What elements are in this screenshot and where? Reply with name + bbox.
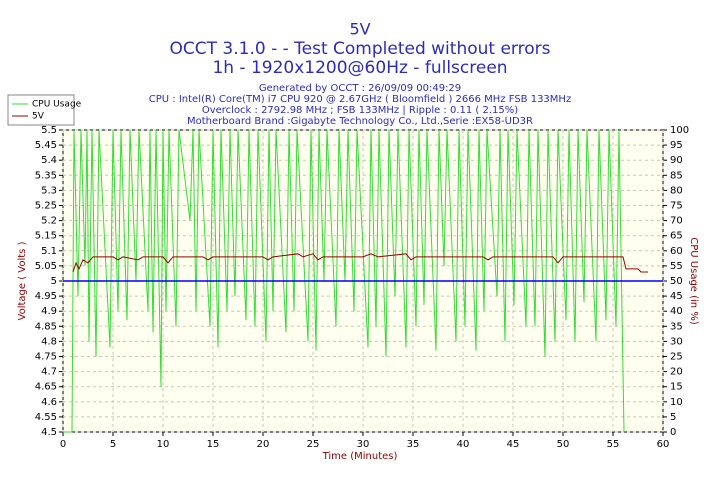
legend-box <box>7 94 75 126</box>
y2-tick-label: 80 <box>670 185 683 196</box>
y2-tick-label: 0 <box>670 427 676 438</box>
y2-tick-label: 30 <box>670 336 683 347</box>
x-tick-label: 5 <box>110 439 116 450</box>
legend-label: 5V <box>32 112 45 122</box>
y-tick-label: 5.15 <box>35 231 57 242</box>
y2-tick-label: 50 <box>670 276 683 287</box>
x-tick-label: 10 <box>157 439 170 450</box>
y2-tick-label: 10 <box>670 397 683 408</box>
y-tick-label: 4.85 <box>35 321 57 332</box>
x-tick-label: 30 <box>357 439 370 450</box>
y-tick-label: 4.55 <box>35 412 57 423</box>
y-tick-label: 5 <box>51 276 57 287</box>
x-tick-label: 40 <box>457 439 470 450</box>
y-tick-label: 4.9 <box>41 306 57 317</box>
y-axis-label: Voltage ( Volts ) <box>17 241 28 320</box>
y-tick-label: 4.6 <box>41 397 57 408</box>
info-line: Generated by OCCT : 26/09/09 00:49:29 <box>259 83 461 94</box>
y-tick-label: 5.45 <box>35 140 57 151</box>
x-tick-label: 55 <box>607 439 620 450</box>
info-line: Motherboard Brand :Gigabyte Technology C… <box>187 116 533 127</box>
y-tick-label: 5.4 <box>41 155 57 166</box>
y-tick-label: 4.75 <box>35 352 57 363</box>
x-tick-label: 0 <box>60 439 66 450</box>
y-tick-label: 5.25 <box>35 201 57 212</box>
y2-tick-label: 100 <box>670 125 689 136</box>
y-tick-label: 5.5 <box>41 125 57 136</box>
y2-tick-label: 65 <box>670 231 683 242</box>
y2-tick-label: 90 <box>670 155 683 166</box>
chart-subtitle: OCCT 3.1.0 - - Test Completed without er… <box>170 39 551 59</box>
info-line: CPU : Intel(R) Core(TM) i7 CPU 920 @ 2.6… <box>149 94 571 105</box>
y2-tick-label: 5 <box>670 412 676 423</box>
y-tick-label: 5.35 <box>35 170 57 181</box>
data-line <box>72 253 648 273</box>
x-tick-label: 15 <box>207 439 220 450</box>
chart-title: 5V <box>349 20 370 39</box>
y-tick-label: 5.3 <box>41 185 57 196</box>
y-tick-label: 4.95 <box>35 291 57 302</box>
chart-subtitle: 1h - 1920x1200@60Hz - fullscreen <box>212 58 507 78</box>
data-line <box>63 129 625 433</box>
y2-tick-label: 20 <box>670 367 683 378</box>
x-tick-label: 20 <box>257 439 270 450</box>
x-tick-label: 45 <box>507 439 520 450</box>
y2-tick-label: 70 <box>670 216 683 227</box>
y2-tick-label: 25 <box>670 352 683 363</box>
x-tick-label: 60 <box>657 439 670 450</box>
y-tick-label: 4.8 <box>41 336 57 347</box>
y2-tick-label: 95 <box>670 140 683 151</box>
y-tick-label: 5.05 <box>35 261 57 272</box>
x-tick-label: 50 <box>557 439 570 450</box>
y-tick-label: 5.2 <box>41 216 57 227</box>
y2-tick-label: 75 <box>670 201 683 212</box>
y2-tick-label: 15 <box>670 382 683 393</box>
y2-axis-label: CPU Usage (in %) <box>688 237 699 325</box>
y-tick-label: 4.65 <box>35 382 57 393</box>
y-tick-label: 5.1 <box>41 246 57 257</box>
x-tick-label: 25 <box>307 439 320 450</box>
y-tick-label: 4.7 <box>41 367 57 378</box>
y2-tick-label: 35 <box>670 321 683 332</box>
y2-tick-label: 60 <box>670 246 683 257</box>
x-tick-label: 35 <box>407 439 420 450</box>
y2-tick-label: 55 <box>670 261 683 272</box>
y2-tick-label: 85 <box>670 170 683 181</box>
y-tick-label: 4.5 <box>41 427 57 438</box>
legend-label: CPU Usage <box>32 100 82 110</box>
y2-tick-label: 40 <box>670 306 683 317</box>
info-line: Overclock : 2792.98 MHz ; FSB 133MHz | R… <box>202 105 518 116</box>
x-axis-label: Time (Minutes) <box>322 451 398 462</box>
y2-tick-label: 45 <box>670 291 683 302</box>
